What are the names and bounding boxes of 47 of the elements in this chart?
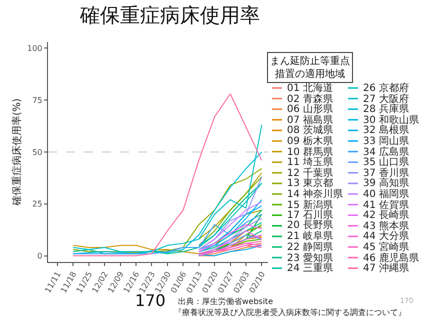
legend-label: 46 鹿児島県 [363,252,419,264]
legend-label: 22 静岡県 [287,241,333,253]
legend-label: 11 埼玉県 [287,156,333,168]
legend-label: 43 熊本県 [363,220,409,232]
legend-label: 06 山形県 [287,103,333,115]
legend-label: 26 京都府 [363,82,409,94]
legend-label: 12 千葉県 [287,167,333,179]
legend-label: 42 長崎県 [363,209,409,221]
y-tick-label: 25 [32,200,42,209]
legend-label: 37 香川県 [363,167,409,179]
legend-label: 17 石川県 [287,209,333,221]
legend-label: 32 島根県 [363,124,409,136]
y-tick-label: 50 [32,148,42,157]
text: 『療養状況等及び入院患者受入病床数等に関する調査について』 [174,308,406,317]
legend-label: 08 茨城県 [287,124,333,136]
legend-label: 24 三重県 [287,262,333,274]
legend-label: 02 青森県 [287,93,333,105]
legend-label: 34 広島県 [363,146,409,158]
y-tick-label: 75 [32,96,42,105]
legend-label: 10 群馬県 [287,146,333,158]
legend-label: 07 福島県 [287,114,333,126]
legend-label: 20 長野県 [287,220,333,231]
legend-label: 28 兵庫県 [363,103,409,115]
legend-label: 41 佐賀県 [363,199,409,211]
text: 170 [135,291,166,310]
legend-label: 40 福岡県 [363,188,409,200]
legend-label: 30 和歌山県 [363,114,419,126]
legend-label: 45 宮崎県 [363,241,409,253]
y-tick-label: 100 [27,44,42,54]
legend-label: 14 神奈川県 [287,188,343,200]
legend-label: 23 愛知県 [287,252,333,264]
legend-label: 15 新潟県 [287,199,333,211]
chart-title: 確保重症病床使用率 [79,3,260,27]
legend-label: 35 山口県 [363,156,409,168]
y-tick-label: 0 [37,252,42,261]
source-note: 出典：厚生労働省website [178,297,274,306]
legend-label: 01 北海道 [287,82,333,94]
legend-label: 13 東京都 [287,177,333,189]
legend-label: 09 栃木県 [287,135,333,147]
legend-label: 33 岡山県 [363,135,409,147]
legend-label: 27 大阪府 [363,93,409,105]
legend-label: 39 高知県 [363,177,409,189]
y-axis-title: 確保重症病床使用率(%) [11,98,24,207]
legend-label: 21 岐阜県 [287,230,333,242]
legend-label: 44 大分県 [363,230,409,242]
legend-title: まん延防止等重点措置の適用地域 [270,55,350,80]
legend-label: 47 沖縄県 [363,262,409,274]
